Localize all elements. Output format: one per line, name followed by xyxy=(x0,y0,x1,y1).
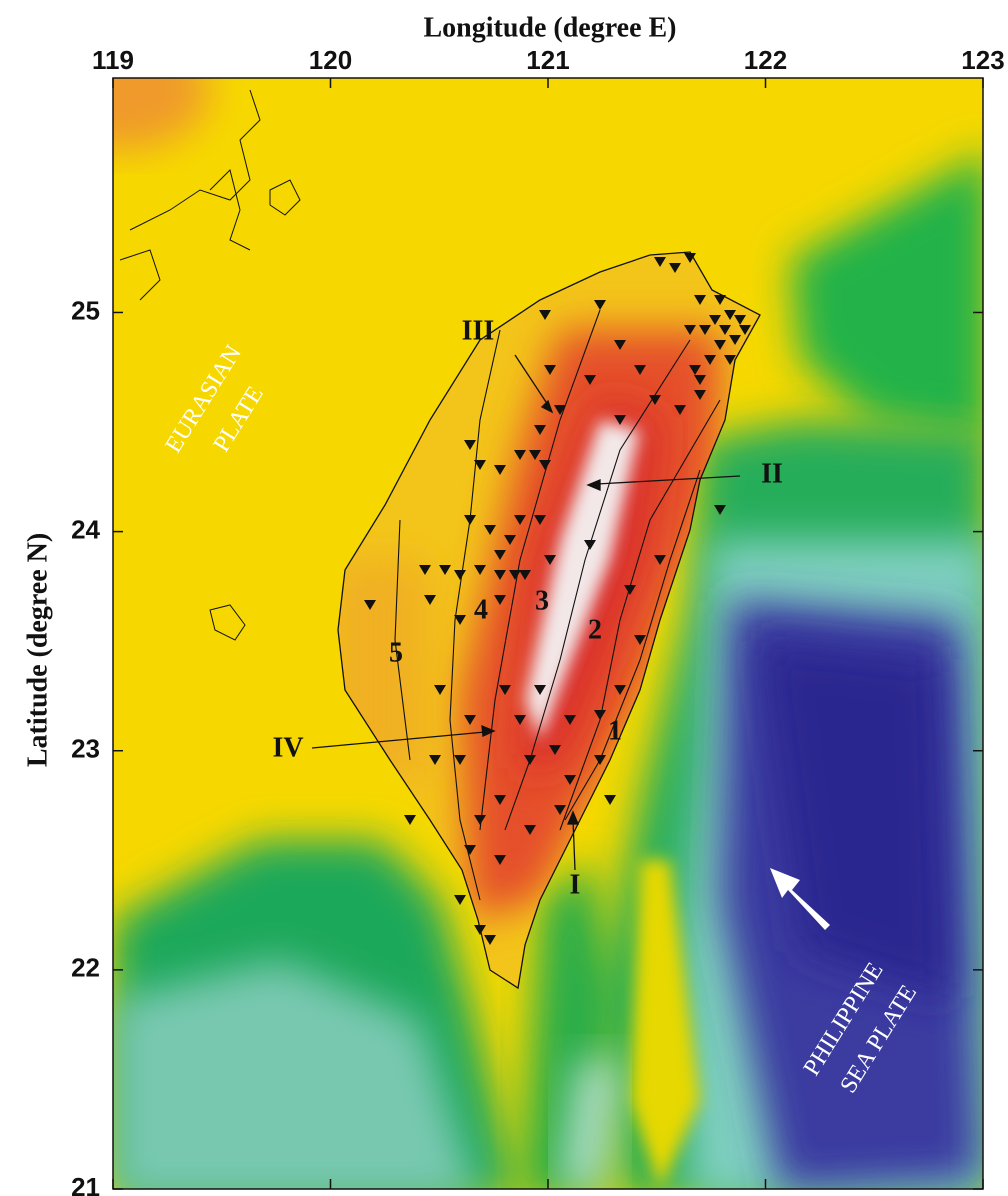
y-tick-label: 24 xyxy=(71,514,100,544)
zone-label: II xyxy=(761,458,783,489)
zone-label: 2 xyxy=(588,614,602,645)
zone-label: 1 xyxy=(608,715,622,746)
zone-label: IV xyxy=(272,732,303,763)
y-axis-title: Latitude (degree N) xyxy=(22,533,53,767)
y-tick-label: 25 xyxy=(71,295,100,325)
zone-label: 5 xyxy=(389,637,403,668)
y-tick-label: 23 xyxy=(71,734,100,764)
x-tick-label: 120 xyxy=(309,45,352,75)
zone-label: I xyxy=(570,869,581,900)
x-tick-label: 122 xyxy=(744,45,787,75)
x-tick-label: 123 xyxy=(961,45,1004,75)
y-tick-label: 21 xyxy=(71,1172,100,1196)
x-tick-label: 121 xyxy=(526,45,569,75)
zone-label: III xyxy=(462,315,495,346)
zone-label: 4 xyxy=(474,594,488,625)
y-tick-label: 22 xyxy=(71,953,100,983)
zone-label: 3 xyxy=(535,585,549,616)
x-tick-label: 119 xyxy=(92,45,134,75)
map-figure: Longitude (degree E) Latitude (degree N)… xyxy=(0,0,1008,1196)
x-axis-title: Longitude (degree E) xyxy=(423,12,676,43)
